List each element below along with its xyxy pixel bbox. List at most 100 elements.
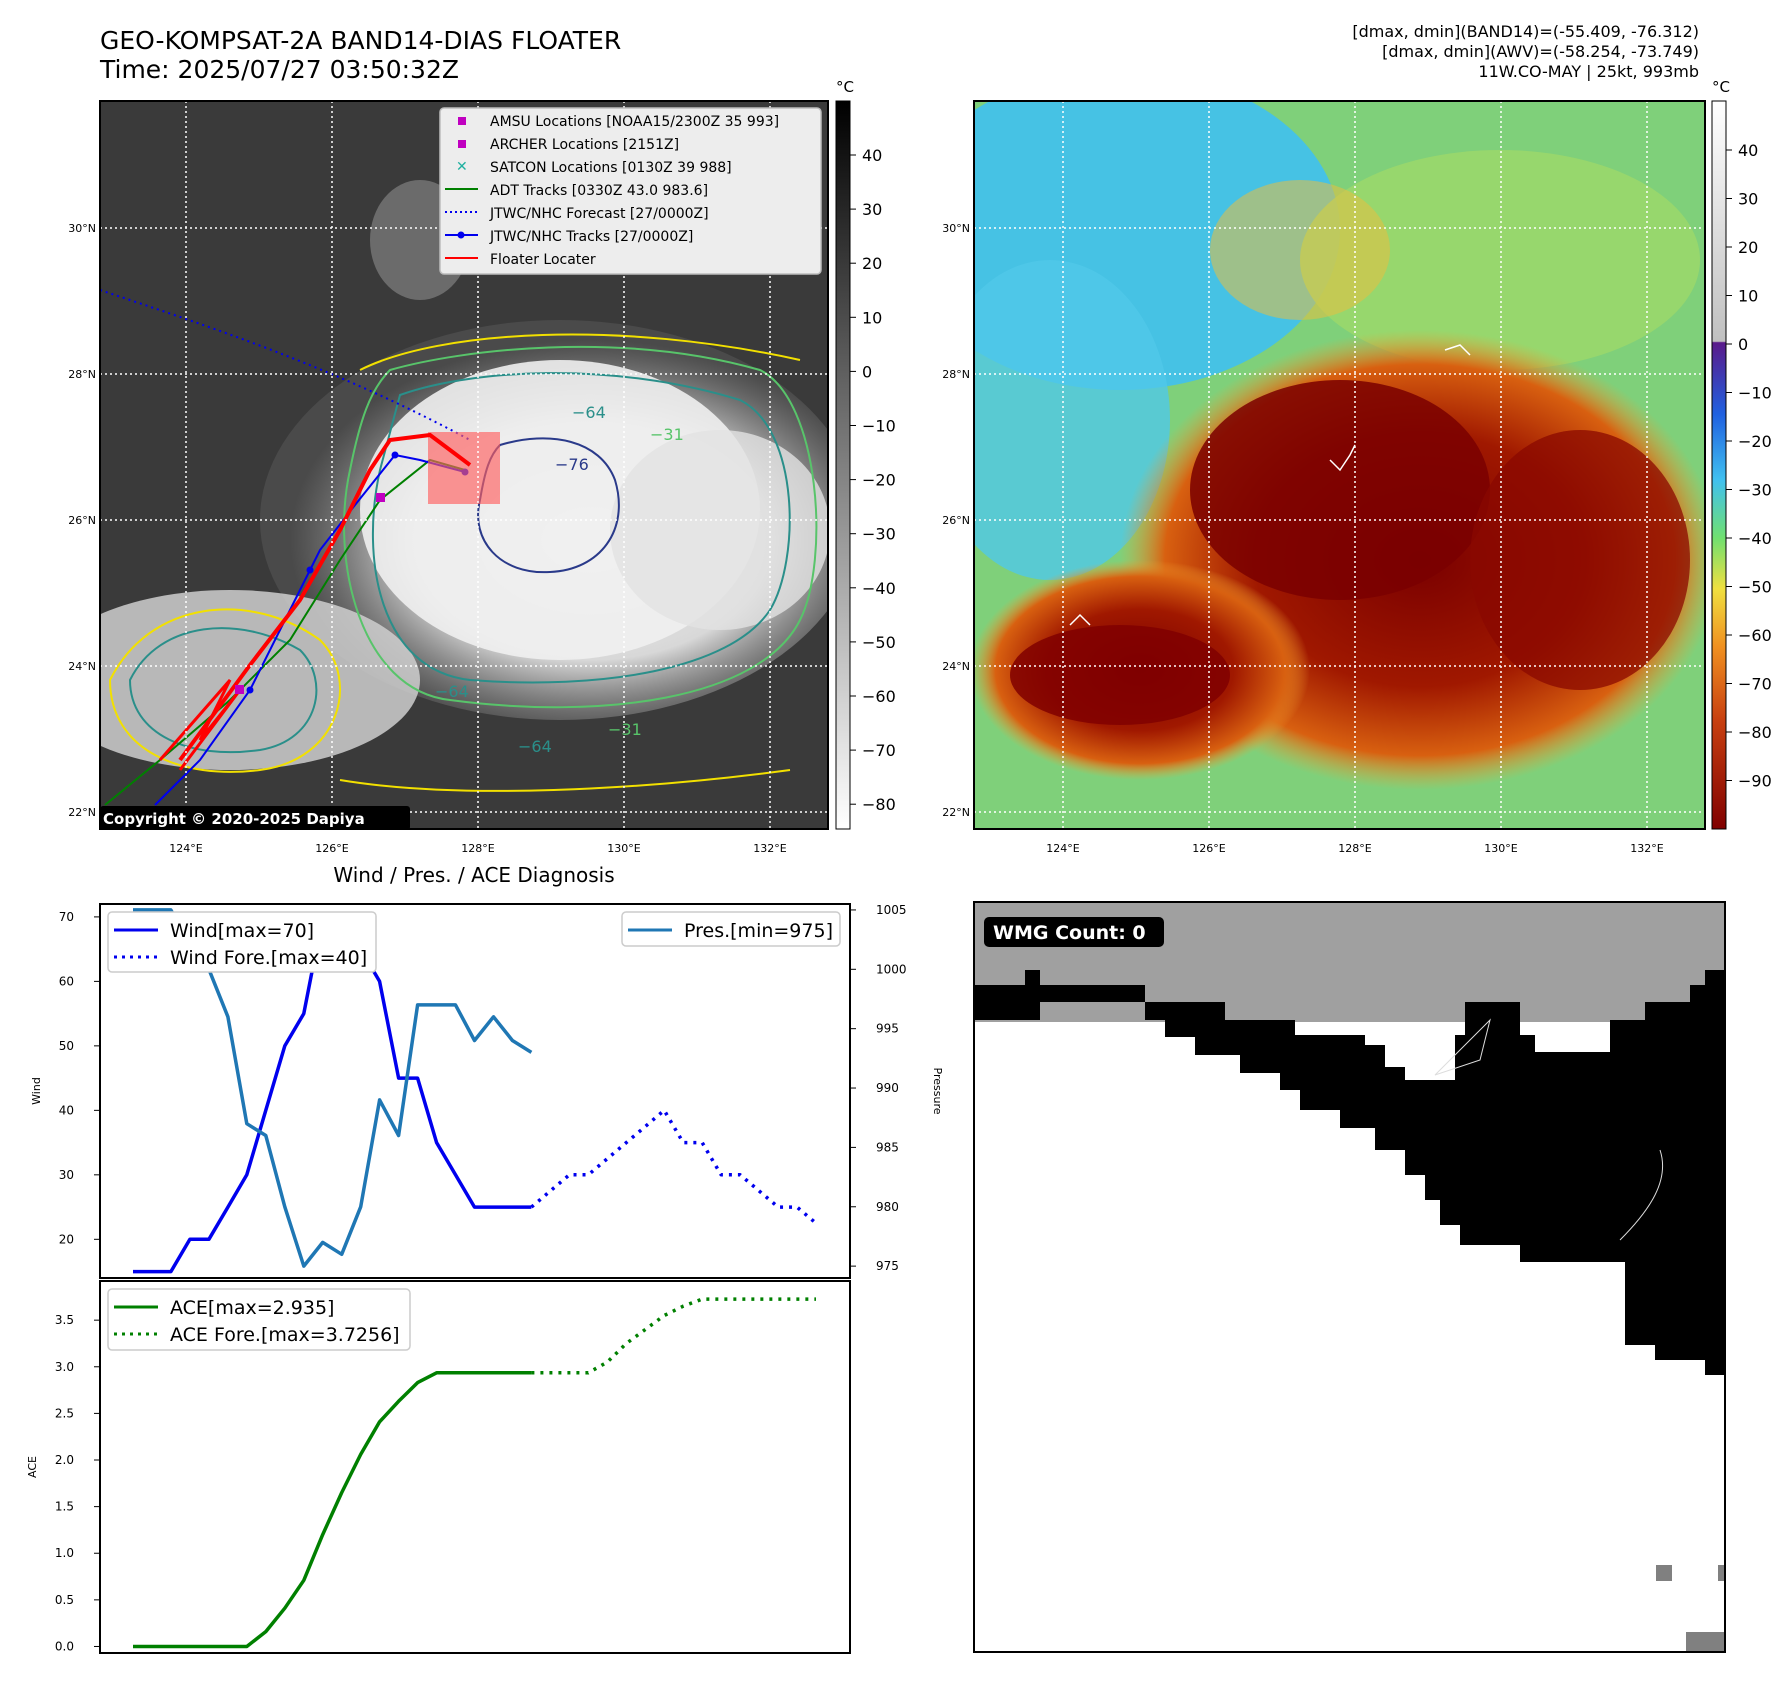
legend-ace: ACE[max=2.935] [170, 1297, 334, 1319]
colorbar-tick-label: 20 [862, 254, 882, 273]
ytick-label: 60 [59, 974, 74, 988]
colorbar-tick-label: −20 [862, 471, 896, 490]
ir-legend: ✕ AMSU Locations [NOAA15/2300Z 35 993] A… [439, 107, 822, 275]
ytick-label: 975 [876, 1259, 899, 1273]
legend-pres: Pres.[min=975] [684, 920, 833, 942]
lon-label: 130°E [1484, 842, 1517, 855]
colorbar-tick-label: −20 [1738, 432, 1772, 451]
colorbar-tick-label: −90 [1738, 772, 1772, 791]
colorbar-tick-label: 0 [862, 362, 872, 381]
lon-label: 124°E [1046, 842, 1079, 855]
lon-label: 126°E [1192, 842, 1225, 855]
lat-label: 30°N [942, 222, 970, 235]
pressure-yticks: 975 980 985 990 995 1000 1005 [850, 903, 907, 1273]
wmg-badge [984, 917, 1164, 947]
legend-amsu: AMSU Locations [NOAA15/2300Z 35 993] [490, 114, 779, 130]
wind-yticks: 20 30 40 50 60 70 [59, 910, 100, 1246]
ace-series [133, 1297, 816, 1649]
wmg-frame [973, 901, 1726, 1653]
lon-label: 132°E [753, 842, 786, 855]
contour-label: −64 [518, 737, 552, 756]
lon-label: 124°E [169, 842, 202, 855]
ytick-label: 0.0 [55, 1639, 74, 1653]
awv-frame [973, 100, 1706, 830]
colorbar-tick-label: −40 [862, 579, 896, 598]
lat-label: 24°N [942, 660, 970, 673]
contour-label: −76 [555, 455, 589, 474]
contour-label: −31 [608, 720, 642, 739]
colorbar-tick-label: −80 [862, 795, 896, 814]
wind-axis-label: Wind [30, 1077, 43, 1105]
ytick-label: 50 [59, 1039, 74, 1053]
ytick-label: 2.5 [55, 1406, 74, 1420]
wind-legend: Wind[max=70] Wind Fore.[max=40] [107, 911, 377, 973]
ytick-label: 3.5 [55, 1313, 74, 1327]
stats-band14: [dmax, dmin](BAND14)=(-55.409, -76.312) [1352, 22, 1699, 41]
ytick-label: 3.0 [55, 1360, 74, 1374]
ir-frame [99, 100, 829, 830]
lat-label: 22°N [942, 806, 970, 819]
copyright-text: Copyright © 2020-2025 Dapiya [103, 810, 365, 828]
colorbar-tick-label: −70 [1738, 675, 1772, 694]
colorbar-tick-label: 40 [862, 146, 882, 165]
colorbar-tick-label: −10 [1738, 384, 1772, 403]
ytick-label: 0.5 [55, 1593, 74, 1607]
legend-satcon: SATCON Locations [0130Z 39 988] [490, 160, 732, 176]
colorbar-tick-label: 0 [1738, 335, 1748, 354]
ir-colorbar [835, 100, 851, 830]
map-axis-labels: 30°N 30°N 28°N 28°N 26°N 26°N 24°N 24°N 22°N 22°N… [68, 222, 1664, 855]
legend-wind-fore: Wind Fore.[max=40] [170, 947, 367, 969]
ace-line-0 [133, 1371, 532, 1649]
ytick-label: 1.0 [55, 1546, 74, 1560]
contour-label: −31 [650, 425, 684, 444]
lat-label: 24°N [68, 660, 96, 673]
colorbar-tick-label: −50 [862, 633, 896, 652]
svg-text:✕: ✕ [456, 159, 468, 175]
lat-label: 26°N [942, 514, 970, 527]
lat-label: 30°N [68, 222, 96, 235]
lon-label: 126°E [315, 842, 348, 855]
awv-colorbar [1711, 100, 1727, 830]
lon-label: 128°E [1338, 842, 1371, 855]
figure-title: GEO-KOMPSAT-2A BAND14-DIAS FLOATER [100, 26, 622, 55]
colorbar-tick-label: −70 [862, 741, 896, 760]
ytick-label: 70 [59, 910, 74, 924]
colorbar-tick-label: −50 [1738, 578, 1772, 597]
ace-line-1 [531, 1297, 816, 1375]
ytick-label: 985 [876, 1140, 899, 1154]
ytick-label: 1000 [876, 962, 907, 976]
ytick-label: 2.0 [55, 1453, 74, 1467]
awv-gridlines [974, 101, 1705, 829]
colorbar-tick-label: −40 [1738, 529, 1772, 548]
stats-storm: 11W.CO-MAY | 25kt, 993mb [1478, 62, 1699, 81]
ace-axis-label: ACE [26, 1456, 39, 1478]
figure-timestamp: Time: 2025/07/27 03:50:32Z [100, 55, 459, 84]
ace-yticks: 0.0 0.5 1.0 1.5 2.0 2.5 3.0 3.5 [55, 1313, 100, 1653]
ytick-label: 1005 [876, 903, 907, 917]
legend-adt: ADT Tracks [0330Z 43.0 983.6] [490, 183, 708, 199]
legend-ace-fore: ACE Fore.[max=3.7256] [170, 1324, 400, 1346]
ace-legend: ACE[max=2.935] ACE Fore.[max=3.7256] [107, 1288, 411, 1351]
ytick-label: 1.5 [55, 1500, 74, 1514]
wmg-mask [974, 902, 1725, 1652]
colorbar-tick-label: −30 [1738, 481, 1772, 500]
wmg-badge-text: WMG Count: 0 [993, 922, 1146, 944]
legend-wind: Wind[max=70] [170, 920, 314, 942]
lat-label: 28°N [942, 368, 970, 381]
colorbar-tick-label: −60 [862, 687, 896, 706]
awv-imagery [974, 101, 1705, 829]
pressure-axis-label: Pressure [931, 1068, 944, 1115]
colorbar-tick-label: −80 [1738, 723, 1772, 742]
awv-colorbar-ticks: 40 30 20 10 0 −10 −20 −30 −40 −50 −60 −70 −80 −90 [1726, 141, 1772, 791]
colorbar-tick-label: 10 [1738, 287, 1758, 306]
colorbar-tick-label: 10 [862, 308, 882, 327]
legend-jtwc-forecast: JTWC/NHC Forecast [27/0000Z] [489, 206, 709, 222]
ytick-label: 980 [876, 1200, 899, 1214]
contour-label: −64 [572, 403, 606, 422]
stats-awv: [dmax, dmin](AWV)=(-58.254, -73.749) [1382, 42, 1699, 61]
copyright-badge [100, 806, 410, 830]
colorbar-tick-label: −10 [862, 417, 896, 436]
colorbar-tick-label: 30 [1738, 190, 1758, 209]
awv-colorbar-unit: °C [1712, 78, 1730, 96]
